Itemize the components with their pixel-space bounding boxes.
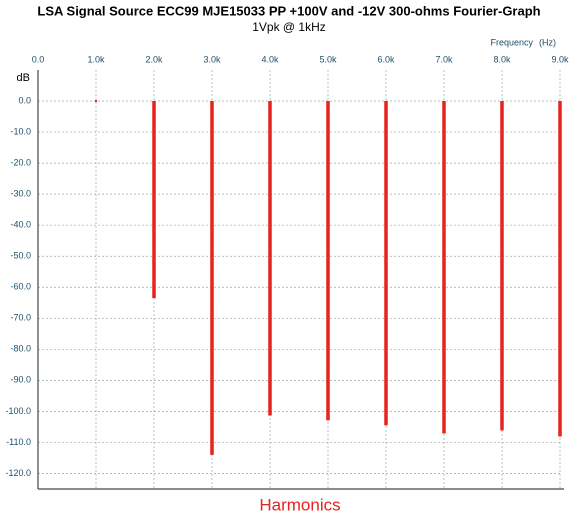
stem xyxy=(95,100,97,103)
chart-subtitle: 1Vpk @ 1kHz xyxy=(252,20,326,34)
y-tick-label: -40.0 xyxy=(10,220,31,230)
y-tick-label: -100.0 xyxy=(5,406,31,416)
y-tick-label: -110.0 xyxy=(6,437,31,447)
x-tick-label: 4.0k xyxy=(261,54,279,64)
y-tick-label: -120.0 xyxy=(5,468,31,478)
y-tick-label: 0.0 xyxy=(18,95,31,105)
y-tick-label: -10.0 xyxy=(10,126,31,136)
chart-title: LSA Signal Source ECC99 MJE15033 PP +100… xyxy=(37,3,540,18)
y-tick-label: -60.0 xyxy=(10,282,31,292)
x-tick-label: 1.0k xyxy=(87,54,105,64)
y-tick-label: -70.0 xyxy=(10,313,31,323)
x-tick-label: 9.0k xyxy=(551,54,569,64)
x-axis-label: Frequency xyxy=(490,37,533,47)
x-tick-label: 5.0k xyxy=(319,54,337,64)
y-tick-label: -80.0 xyxy=(10,344,31,354)
x-tick-label: 3.0k xyxy=(203,54,221,64)
x-tick-label: 8.0k xyxy=(493,54,511,64)
x-axis-unit: (Hz) xyxy=(539,37,556,47)
y-tick-label: -20.0 xyxy=(10,157,31,167)
x-tick-label: 6.0k xyxy=(377,54,395,64)
x-tick-label: 2.0k xyxy=(145,54,163,64)
y-tick-label: -90.0 xyxy=(10,375,31,385)
bottom-label: Harmonics xyxy=(259,495,340,514)
x-tick-label: 7.0k xyxy=(435,54,453,64)
x-tick-label: 0.0 xyxy=(32,54,45,64)
y-tick-label: -50.0 xyxy=(10,251,31,261)
y-axis-label: dB xyxy=(17,72,30,84)
y-tick-label: -30.0 xyxy=(10,189,31,199)
